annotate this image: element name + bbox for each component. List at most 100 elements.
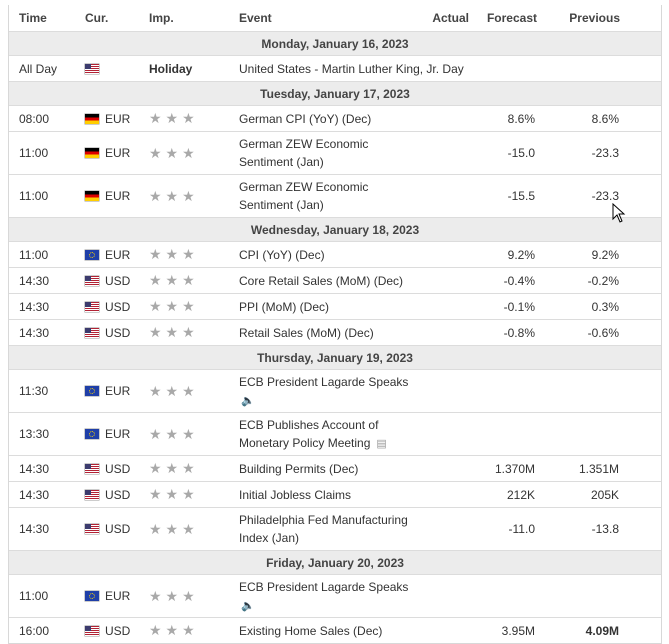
germany-flag-icon xyxy=(85,113,99,124)
table-row[interactable]: 11:00 EUR ★★★ German ZEW Economic Sentime… xyxy=(9,174,661,217)
header-previous[interactable]: Previous xyxy=(569,11,620,25)
table-row[interactable]: 14:30 USD ★★★ Retail Sales (MoM) (Dec) -… xyxy=(9,319,661,345)
event-name[interactable]: Philadelphia Fed Manufacturing Index (Jan… xyxy=(239,513,408,545)
header-event[interactable]: Event xyxy=(239,11,272,25)
forecast-value: 9.2% xyxy=(507,247,535,262)
event-time: 11:00 xyxy=(19,247,49,262)
actual-value xyxy=(419,106,469,131)
event-name[interactable]: ECB President Lagarde Speaks 🔈 xyxy=(239,370,439,412)
previous-value: -13.8 xyxy=(591,522,619,536)
header-forecast[interactable]: Forecast xyxy=(486,11,537,25)
event-name[interactable]: Retail Sales (MoM) (Dec) xyxy=(239,325,374,340)
previous-value: -23.3 xyxy=(591,146,619,160)
forecast-value: -15.5 xyxy=(507,189,535,203)
us-flag-icon xyxy=(85,301,99,312)
table-row[interactable]: 14:30 USD ★★★ Philadelphia Fed Manufactu… xyxy=(9,507,661,550)
table-row[interactable]: 14:30 USD ★★★ PPI (MoM) (Dec) -0.1% 0.3% xyxy=(9,293,661,319)
event-name[interactable]: ECB Publishes Account of Monetary Policy … xyxy=(239,413,439,455)
actual-value xyxy=(419,508,469,550)
event-name[interactable]: German CPI (YoY) (Dec) xyxy=(239,111,372,126)
importance-stars-icon: ★★★ xyxy=(149,144,199,161)
currency-code: USD xyxy=(105,623,131,638)
importance-stars-icon: ★★★ xyxy=(149,187,199,204)
speaker-icon: 🔈 xyxy=(241,600,255,612)
currency-code: USD xyxy=(105,461,131,476)
currency: EUR xyxy=(85,242,145,267)
table-row[interactable]: 14:30 USD ★★★ Building Permits (Dec) 1.3… xyxy=(9,455,661,481)
header-importance[interactable]: Imp. xyxy=(149,11,174,25)
actual-value xyxy=(419,618,469,643)
day-header: Wednesday, January 18, 2023 xyxy=(9,217,661,241)
previous-value: -0.2% xyxy=(587,273,619,288)
importance-stars-icon: ★★★ xyxy=(149,246,199,262)
event-name[interactable]: ECB President Lagarde Speaks 🔈 xyxy=(239,575,439,617)
currency xyxy=(85,56,145,81)
forecast-value: 8.6% xyxy=(507,111,535,126)
currency: EUR xyxy=(85,175,145,217)
event-time: 14:30 xyxy=(19,325,50,340)
holiday-label: Holiday xyxy=(149,61,193,76)
event-name[interactable]: Building Permits (Dec) xyxy=(239,461,359,476)
importance-stars-icon: ★★★ xyxy=(149,622,199,638)
event-name[interactable]: CPI (YoY) (Dec) xyxy=(239,247,325,262)
mouse-pointer-icon xyxy=(612,203,626,223)
currency: USD xyxy=(85,618,145,643)
currency: EUR xyxy=(85,575,145,617)
currency-code: USD xyxy=(105,299,131,314)
importance-stars-icon: ★★★ xyxy=(149,382,199,399)
header-currency[interactable]: Cur. xyxy=(85,11,109,25)
us-flag-icon xyxy=(85,327,99,338)
table-row[interactable]: 14:30 USD ★★★ Initial Jobless Claims 212… xyxy=(9,481,661,507)
previous-value: 0.3% xyxy=(591,299,619,314)
currency: USD xyxy=(85,482,145,507)
currency: EUR xyxy=(85,413,145,455)
currency: USD xyxy=(85,320,145,345)
forecast-value: 3.95M xyxy=(501,623,535,638)
importance-stars-icon: ★★★ xyxy=(149,425,199,442)
us-flag-icon xyxy=(85,625,99,636)
header-actual[interactable]: Actual xyxy=(432,11,469,25)
currency-code: EUR xyxy=(105,146,131,160)
event-name[interactable]: PPI (MoM) (Dec) xyxy=(239,299,329,314)
event-time: 14:30 xyxy=(19,273,50,288)
table-row[interactable]: 13:30 EUR ★★★ ECB Publishes Account of Mo… xyxy=(9,412,661,455)
event-name[interactable]: United States - Martin Luther King, Jr. … xyxy=(239,61,464,76)
table-row[interactable]: 11:00 EUR ★★★ German ZEW Economic Sentime… xyxy=(9,131,661,174)
eu-flag-icon xyxy=(85,591,99,601)
event-time: All Day xyxy=(19,61,58,76)
event-name[interactable]: German ZEW Economic Sentiment (Jan) xyxy=(239,180,369,212)
us-flag-icon xyxy=(85,275,99,286)
table-row[interactable]: 11:30 EUR ★★★ ECB President Lagarde Spea… xyxy=(9,369,661,412)
table-row[interactable]: 08:00 EUR ★★★ German CPI (YoY) (Dec) 8.6… xyxy=(9,105,661,131)
table-row[interactable]: 11:00 EUR ★★★ ECB President Lagarde Spea… xyxy=(9,574,661,617)
actual-value xyxy=(419,320,469,345)
event-time: 16:00 xyxy=(19,623,50,638)
table-row[interactable]: All Day Holiday United States - Martin L… xyxy=(9,55,661,81)
table-row[interactable]: 11:00 EUR ★★★ CPI (YoY) (Dec) 9.2% 9.2% xyxy=(9,241,661,267)
table-row[interactable]: 14:30 USD ★★★ Core Retail Sales (MoM) (D… xyxy=(9,267,661,293)
currency-code: USD xyxy=(105,273,131,288)
forecast-value: -15.0 xyxy=(507,146,535,160)
header-time[interactable]: Time xyxy=(19,11,47,25)
event-name[interactable]: Core Retail Sales (MoM) (Dec) xyxy=(239,273,404,288)
event-name[interactable]: Existing Home Sales (Dec) xyxy=(239,623,383,638)
event-time: 14:30 xyxy=(19,487,50,502)
table-header: Time Cur. Imp. Event Actual Forecast Pre… xyxy=(9,5,661,31)
event-name[interactable]: German ZEW Economic Sentiment (Jan) xyxy=(239,137,369,169)
event-name[interactable]: Initial Jobless Claims xyxy=(239,487,352,502)
actual-value xyxy=(419,482,469,507)
currency: USD xyxy=(85,268,145,293)
us-flag-icon xyxy=(85,463,99,474)
currency-code: EUR xyxy=(105,384,131,398)
event-time: 11:00 xyxy=(19,589,49,603)
previous-value: 4.09M xyxy=(585,623,619,638)
actual-value xyxy=(419,294,469,319)
previous-value: -23.3 xyxy=(591,189,619,203)
importance-stars-icon: ★★★ xyxy=(149,298,199,314)
currency-code: USD xyxy=(105,325,131,340)
event-time: 11:30 xyxy=(19,384,49,398)
forecast-value: -0.8% xyxy=(503,325,535,340)
day-header: Thursday, January 19, 2023 xyxy=(9,345,661,369)
day-header: Tuesday, January 17, 2023 xyxy=(9,81,661,105)
table-row[interactable]: 16:00 USD ★★★ Existing Home Sales (Dec) … xyxy=(9,617,661,643)
